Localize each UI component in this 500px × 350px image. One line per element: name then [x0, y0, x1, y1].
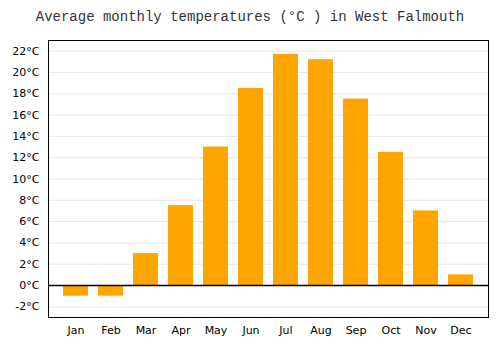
svg-text:14°C: 14°C — [12, 130, 39, 143]
svg-text:10°C: 10°C — [12, 173, 39, 186]
svg-text:May: May — [205, 324, 228, 337]
svg-text:18°C: 18°C — [12, 87, 39, 100]
svg-text:Mar: Mar — [136, 324, 157, 337]
svg-text:Jul: Jul — [278, 324, 292, 337]
svg-text:20°C: 20°C — [12, 66, 39, 79]
svg-text:Oct: Oct — [381, 324, 401, 337]
svg-text:Dec: Dec — [450, 324, 471, 337]
svg-text:6°C: 6°C — [19, 215, 39, 228]
svg-text:8°C: 8°C — [19, 194, 39, 207]
svg-text:-2°C: -2°C — [15, 300, 39, 313]
svg-text:Sep: Sep — [346, 324, 367, 337]
svg-text:Jun: Jun — [241, 324, 259, 337]
html-text:Average monthly temperatures (: Average monthly temperatures (°C ) in We… — [35, 9, 465, 25]
svg-text:Aug: Aug — [310, 324, 331, 337]
svg-text:Jan: Jan — [67, 324, 85, 337]
svg-text:0°C: 0°C — [19, 279, 39, 292]
svg-text:Nov: Nov — [415, 324, 437, 337]
svg-text:4°C: 4°C — [19, 236, 39, 249]
svg-text:16°C: 16°C — [12, 109, 39, 122]
svg-text:Apr: Apr — [171, 324, 191, 337]
svg-text:12°C: 12°C — [12, 151, 39, 164]
svg-text:2°C: 2°C — [19, 258, 39, 271]
svg-text:Feb: Feb — [101, 324, 120, 337]
svg-text:22°C: 22°C — [12, 45, 39, 58]
